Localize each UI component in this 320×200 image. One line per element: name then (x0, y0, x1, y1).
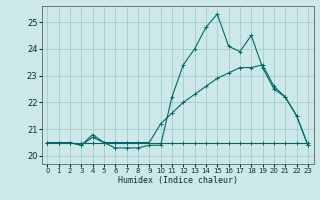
X-axis label: Humidex (Indice chaleur): Humidex (Indice chaleur) (118, 176, 237, 185)
